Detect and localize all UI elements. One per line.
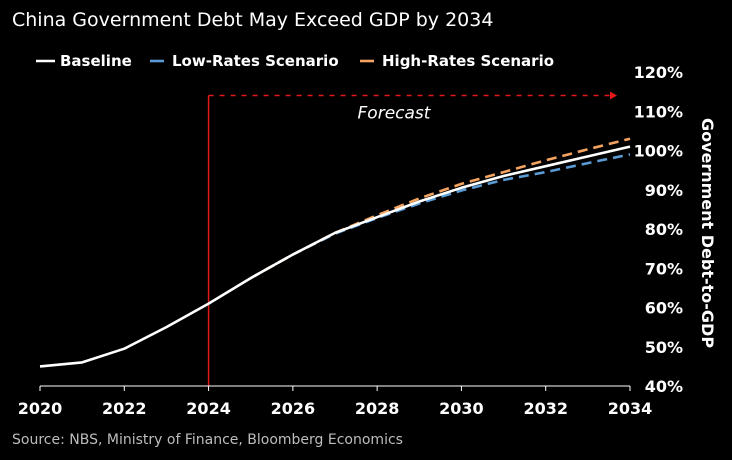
legend: Baseline Low-Rates Scenario High-Rates Sce… (36, 52, 554, 70)
legend-label: Low-Rates Scenario (172, 52, 339, 70)
x-tick-label: 2024 (186, 399, 231, 418)
x-tick-label: 2022 (102, 399, 147, 418)
forecast-arrowhead (610, 91, 617, 100)
x-tick-label: 2028 (355, 399, 400, 418)
y-tick-label: 90% (645, 181, 683, 200)
chart-title: China Government Debt May Exceed GDP by … (12, 9, 493, 31)
y-tick-label: 80% (645, 220, 683, 239)
legend-label: Baseline (60, 52, 132, 70)
x-tick-label: 2020 (18, 399, 63, 418)
series-lines (39, 137, 631, 368)
y-tick-label: 70% (645, 259, 683, 278)
series-line-baseline (39, 145, 631, 368)
y-tick-label: 110% (634, 102, 683, 121)
x-tick-label: 2032 (523, 399, 568, 418)
x-tick-label: 2030 (439, 399, 484, 418)
x-axis: 2020 2022 2024 2026 2028 2030 2032 2034 (18, 385, 653, 418)
legend-label: High-Rates Scenario (382, 52, 554, 70)
y-tick-label: 40% (645, 377, 683, 396)
x-tick-label: 2034 (608, 399, 653, 418)
x-tick-label: 2026 (271, 399, 316, 418)
y-axis-label: Government Debt-to-GDP (698, 118, 717, 348)
y-tick-label: 120% (634, 63, 683, 82)
y-axis: 40% 50% 60% 70% 80% 90% 100% 110% 120% (634, 63, 683, 396)
forecast-annotation: Forecast (207, 91, 617, 386)
source-note: Source: NBS, Ministry of Finance, Bloomb… (12, 432, 403, 448)
y-tick-label: 50% (645, 338, 683, 357)
forecast-label: Forecast (358, 104, 432, 124)
y-tick-label: 60% (645, 299, 683, 318)
y-tick-label: 100% (634, 142, 683, 161)
